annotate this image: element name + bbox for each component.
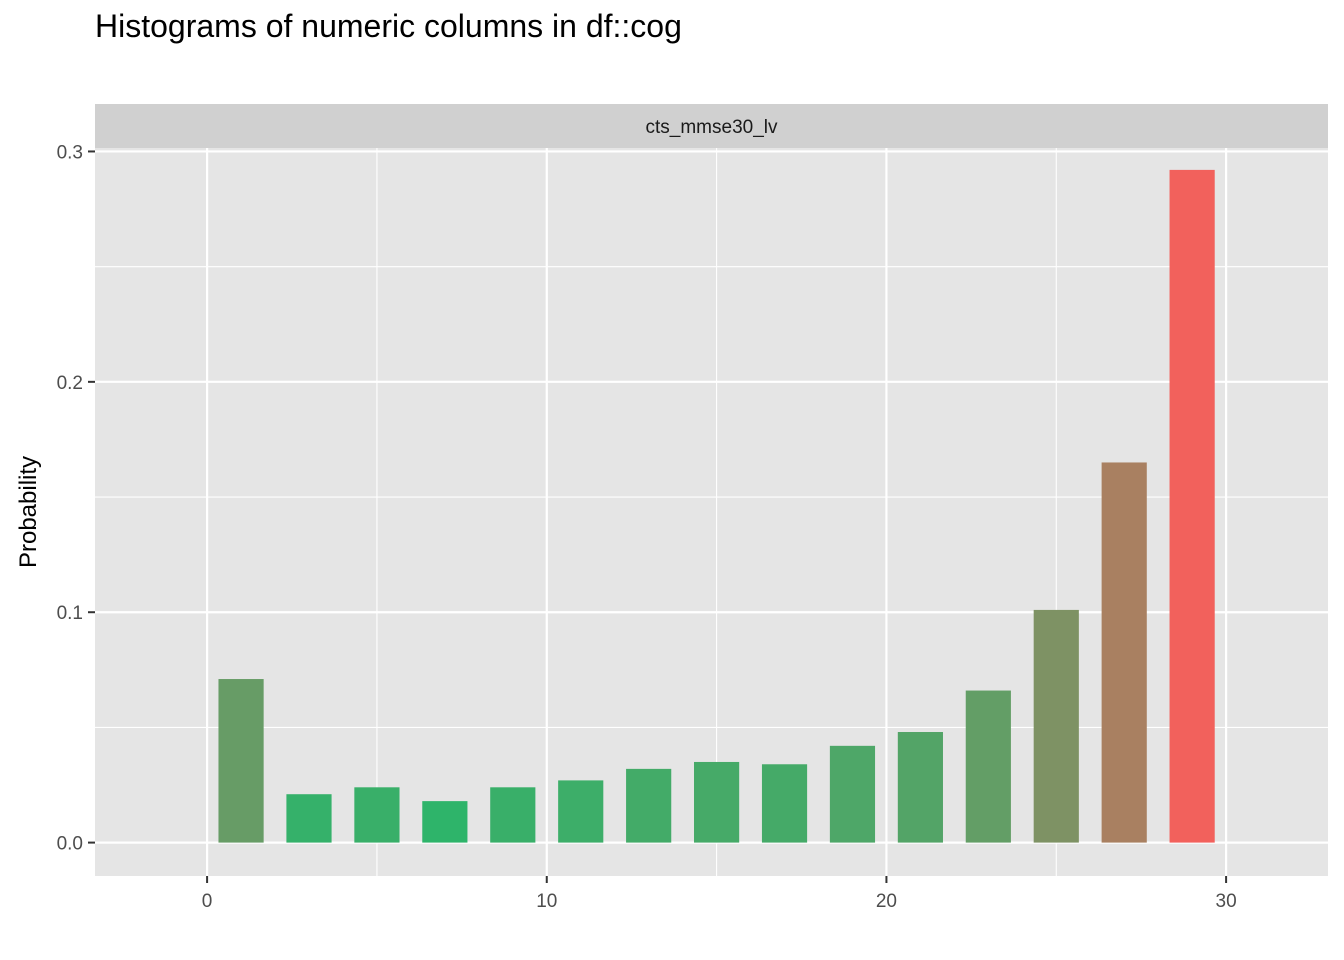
histogram-bar xyxy=(354,787,400,843)
x-tick-label: 30 xyxy=(1216,891,1237,912)
histogram-bar xyxy=(897,732,943,843)
chart-title: Histograms of numeric columns in df::cog xyxy=(95,8,682,44)
y-tick-label: 0.0 xyxy=(57,834,83,855)
histogram-bar xyxy=(694,761,740,843)
y-tick-label: 0.1 xyxy=(57,603,83,624)
histogram-bar xyxy=(829,745,876,843)
x-tick-label: 20 xyxy=(876,891,897,912)
facet-strip xyxy=(95,104,1328,148)
facet-strip-label: cts_mmse30_lv xyxy=(646,117,778,138)
x-axis: 0 10 20 30 xyxy=(202,876,1237,912)
y-tick-label: 0.2 xyxy=(57,373,83,394)
histogram-bar xyxy=(761,764,808,843)
histogram-bar xyxy=(1033,609,1079,843)
histogram-bar xyxy=(1101,462,1147,843)
x-tick-label: 10 xyxy=(536,891,557,912)
histogram-bar xyxy=(490,787,536,843)
histogram-bar xyxy=(286,794,332,843)
histogram-bar xyxy=(1169,169,1215,843)
histogram-bar xyxy=(422,801,468,843)
histogram-bar xyxy=(965,690,1011,843)
histogram-bar xyxy=(558,780,604,843)
y-axis: 0.0 0.1 0.2 0.3 xyxy=(57,142,95,855)
y-axis-label: Probability xyxy=(15,456,42,568)
y-tick-label: 0.3 xyxy=(57,142,83,163)
histogram-bar xyxy=(626,768,672,843)
bars xyxy=(218,169,1215,843)
x-tick-label: 0 xyxy=(202,891,213,912)
histogram-bar xyxy=(218,679,264,843)
